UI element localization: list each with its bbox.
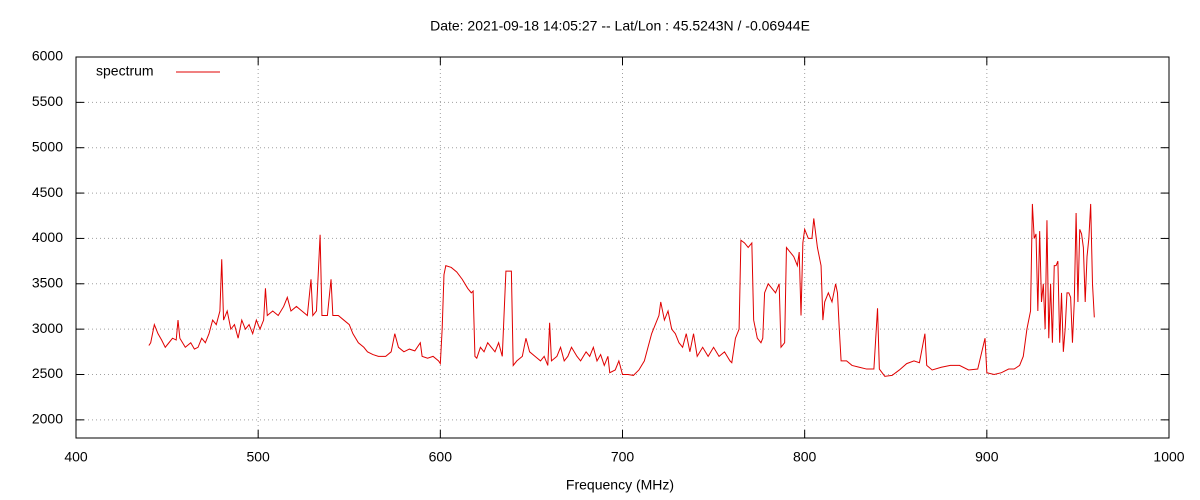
y-tick-label: 3500 [32,274,63,290]
x-tick-label: 1000 [1153,449,1184,465]
x-tick-label: 900 [975,449,999,465]
y-tick-label: 2000 [32,411,63,427]
y-tick-label: 5500 [32,93,63,109]
y-tick-label: 6000 [32,48,63,64]
plot-frame [75,56,1170,439]
x-tick-label: 700 [611,449,635,465]
y-tick-label: 2500 [32,365,63,381]
x-tick-label: 400 [64,449,88,465]
x-axis-label: Frequency (MHz) [566,477,674,493]
x-tick-label: 500 [246,449,270,465]
x-tick-label: 800 [793,449,817,465]
spectrum-line [148,203,1095,377]
x-tick-label: 600 [429,449,453,465]
y-tick-label: 4500 [32,184,63,200]
y-tick-label: 3000 [32,320,63,336]
y-tick-label: 5000 [32,138,63,154]
legend-label: spectrum [96,63,154,79]
chart-title: Date: 2021-09-18 14:05:27 -- Lat/Lon : 4… [430,18,810,34]
y-tick-label: 4000 [32,229,63,245]
